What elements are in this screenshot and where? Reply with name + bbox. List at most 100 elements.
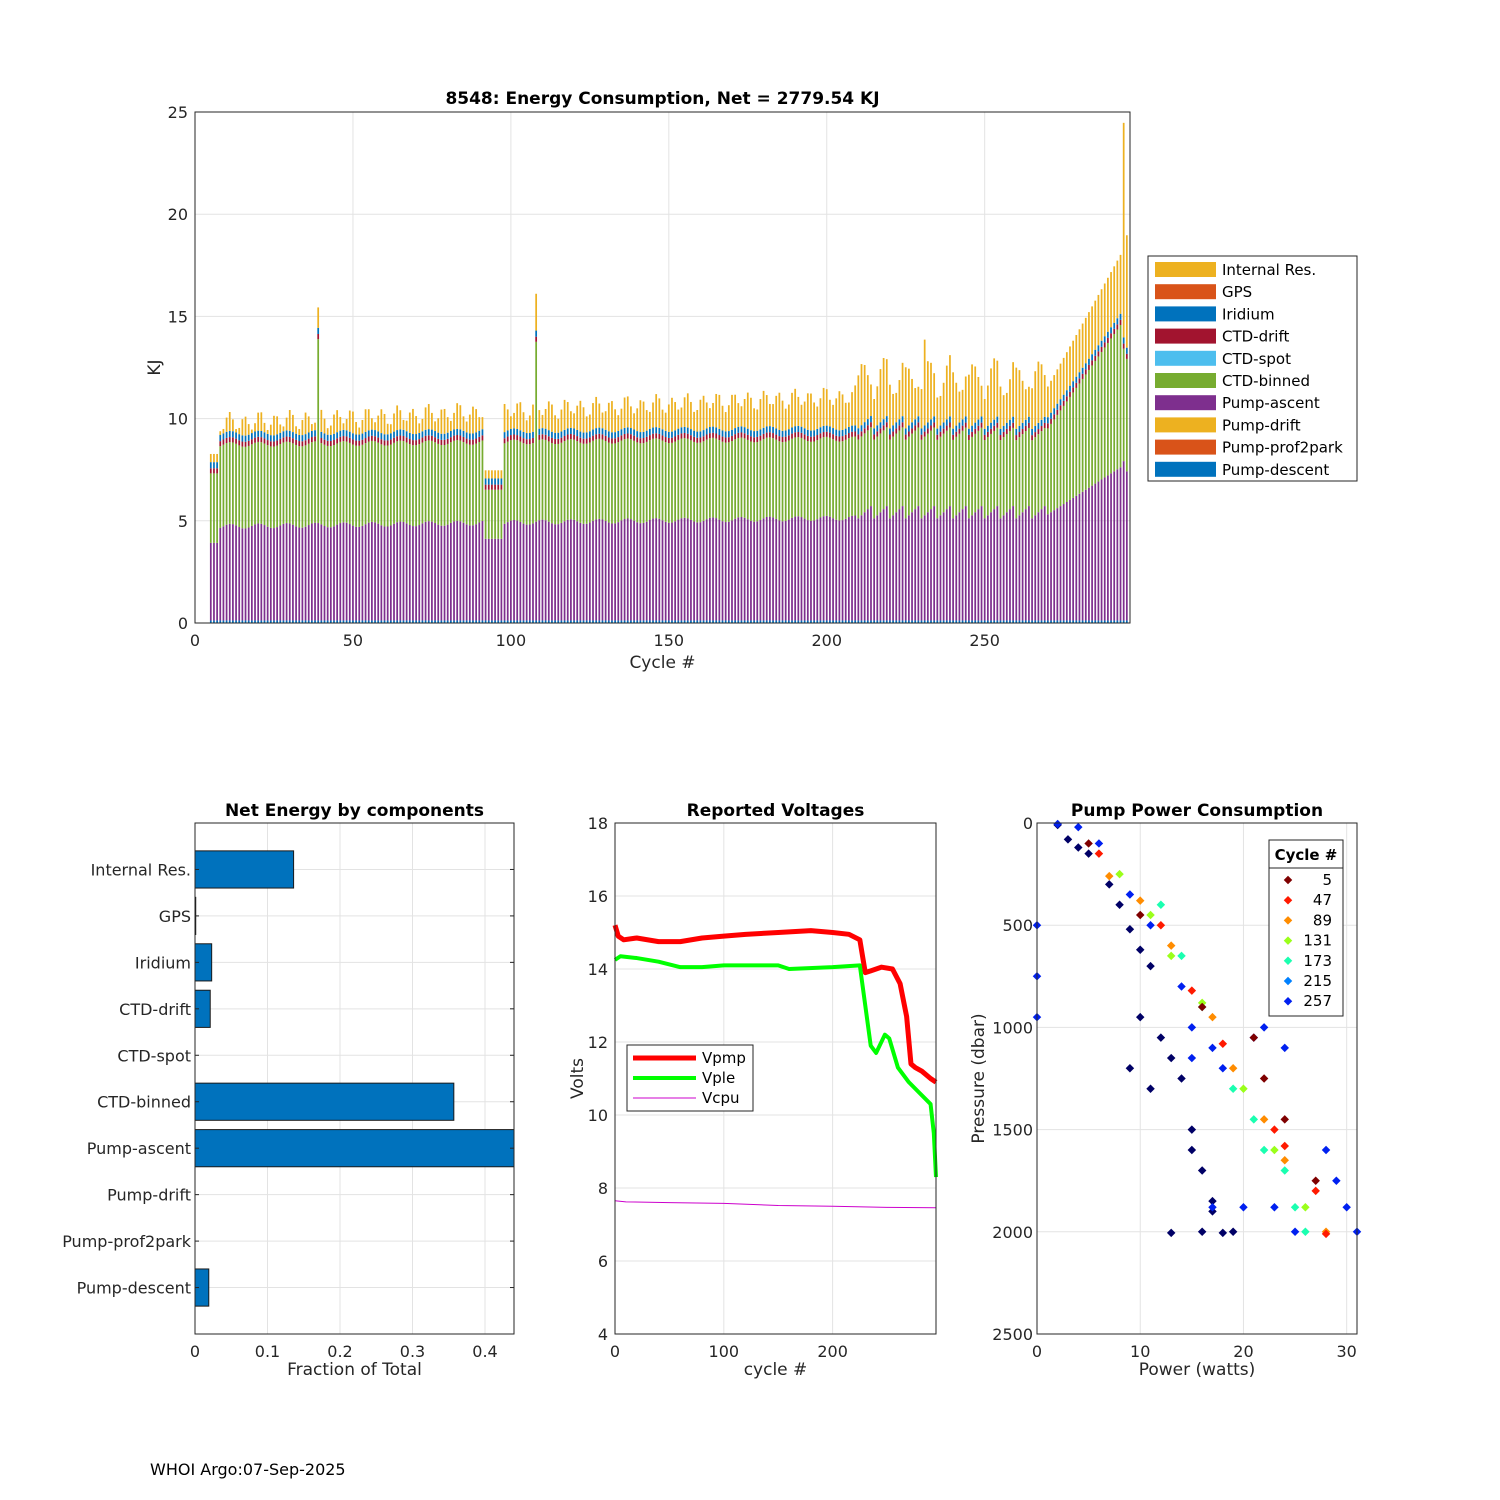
energy-legend-label: CTD-spot xyxy=(1222,350,1291,368)
energy-bar-iridium xyxy=(1097,345,1100,352)
energy-bar-pump-descent xyxy=(1040,620,1043,623)
energy-bar-ctd-binned xyxy=(241,446,244,529)
energy-bar-internal-res xyxy=(964,376,967,417)
energy-bar-pump-descent xyxy=(219,620,222,623)
energy-bar-iridium xyxy=(648,428,651,436)
components-bar xyxy=(194,1082,455,1121)
components-plot-area xyxy=(195,823,514,1334)
energy-bar-iridium xyxy=(983,428,986,435)
energy-bar-internal-res xyxy=(238,427,241,435)
pump-legend-label: 47 xyxy=(1313,891,1332,909)
energy-bar-internal-res xyxy=(222,428,225,434)
energy-bar-internal-res xyxy=(819,398,822,428)
energy-bar-iridium xyxy=(1094,349,1097,356)
energy-legend-label: Iridium xyxy=(1222,305,1275,323)
energy-bar-internal-res xyxy=(693,411,695,431)
energy-bar-internal-res xyxy=(734,394,737,429)
energy-bar-pump-ascent xyxy=(996,506,999,621)
energy-bar-pump-descent xyxy=(358,620,361,623)
energy-bar-ctd-binned xyxy=(260,442,263,524)
energy-bar-internal-res xyxy=(418,423,421,433)
energy-bar-iridium xyxy=(1028,416,1030,423)
energy-bar-pump-ascent xyxy=(718,519,721,621)
energy-bar-ctd-binned xyxy=(806,441,809,521)
energy-bar-ctd-drift xyxy=(879,428,882,434)
energy-bar-pump-ascent xyxy=(449,522,452,621)
energy-bar-ctd-drift xyxy=(304,440,307,446)
pump-point xyxy=(1074,843,1083,852)
energy-bar-internal-res xyxy=(408,412,411,433)
pump-point xyxy=(1290,1203,1300,1212)
energy-bar-iridium xyxy=(870,416,872,423)
energy-bar-iridium xyxy=(288,430,291,437)
energy-bar-pump-ascent xyxy=(866,509,869,621)
energy-bar-internal-res xyxy=(333,414,335,434)
energy-bar-pump-ascent xyxy=(257,523,260,621)
energy-bar-pump-descent xyxy=(753,620,755,623)
energy-bar-internal-res xyxy=(320,409,323,432)
pump-point xyxy=(1166,941,1176,950)
energy-bar-ctd-binned xyxy=(971,436,973,516)
energy-bar-iridium xyxy=(437,432,440,439)
energy-bar-pump-descent xyxy=(709,620,711,623)
energy-bar-internal-res xyxy=(939,395,942,426)
energy-bar-pump-descent xyxy=(607,620,610,623)
energy-bar-internal-res xyxy=(247,424,250,435)
energy-bar-iridium xyxy=(626,427,629,434)
energy-bar-internal-res xyxy=(699,399,702,432)
energy-bar-ctd-binned xyxy=(794,437,797,517)
energy-bar-pump-descent xyxy=(459,620,462,623)
energy-bar-internal-res xyxy=(993,358,996,420)
energy-bar-pump-descent xyxy=(636,620,639,623)
energy-bar-iridium xyxy=(254,431,256,438)
energy-bar-internal-res xyxy=(709,408,711,427)
energy-bar-iridium xyxy=(497,478,500,485)
energy-axes-box xyxy=(194,111,1131,624)
energy-bar-pump-descent xyxy=(573,620,575,623)
energy-bar-iridium xyxy=(573,428,575,435)
energy-bar-internal-res xyxy=(986,385,989,426)
energy-bar-ctd-drift xyxy=(866,425,869,431)
energy-bar-pump-ascent xyxy=(566,519,569,621)
energy-bar-ctd-binned xyxy=(333,445,335,527)
energy-bar-iridium xyxy=(481,429,484,436)
energy-bar-ctd-drift xyxy=(847,433,850,439)
energy-bar-ctd-drift xyxy=(813,436,815,442)
energy-bar-internal-res xyxy=(472,406,474,434)
energy-bar-pump-ascent xyxy=(456,520,459,621)
energy-bar-internal-res xyxy=(901,362,904,417)
energy-bar-ctd-drift xyxy=(1065,396,1068,402)
energy-bar-ctd-binned xyxy=(1037,434,1040,513)
energy-bar-internal-res xyxy=(570,411,572,428)
energy-bar-ctd-binned xyxy=(1078,383,1081,494)
energy-bar-pump-descent xyxy=(421,620,424,623)
energy-bar-iridium xyxy=(784,430,787,437)
energy-bar-iridium xyxy=(298,434,301,442)
energy-bar-pump-descent xyxy=(222,620,225,623)
energy-bar-ctd-binned xyxy=(209,473,212,543)
energy-bar-internal-res xyxy=(459,405,462,430)
energy-bar-ctd-binned xyxy=(500,489,503,539)
energy-bar-pump-ascent xyxy=(715,518,718,621)
energy-bar-internal-res xyxy=(677,409,680,429)
energy-bar-pump-ascent xyxy=(914,509,917,621)
energy-bar-ctd-binned xyxy=(658,439,661,519)
energy-legend-label: CTD-binned xyxy=(1222,372,1310,390)
energy-bar-iridium xyxy=(1021,422,1024,429)
energy-bar-ctd-drift xyxy=(225,437,228,444)
energy-bar-pump-ascent xyxy=(544,520,547,621)
energy-bar-pump-descent xyxy=(446,620,449,623)
energy-bar-internal-res xyxy=(1062,357,1065,395)
energy-bar-pump-descent xyxy=(232,620,234,623)
pump-legend-marker xyxy=(1283,875,1293,885)
energy-bar-iridium xyxy=(933,416,936,423)
energy-bar-internal-res xyxy=(636,408,639,432)
energy-bar-ctd-drift xyxy=(456,435,459,441)
energy-bar-pump-ascent xyxy=(522,523,525,621)
energy-bar-iridium xyxy=(538,428,541,435)
energy-bar-iridium xyxy=(942,422,945,429)
pump-y-tick-label: 2500 xyxy=(992,1325,1033,1344)
energy-bar-iridium xyxy=(958,422,961,429)
energy-bar-ctd-binned xyxy=(740,437,743,517)
energy-bar-ctd-binned xyxy=(1009,430,1011,510)
